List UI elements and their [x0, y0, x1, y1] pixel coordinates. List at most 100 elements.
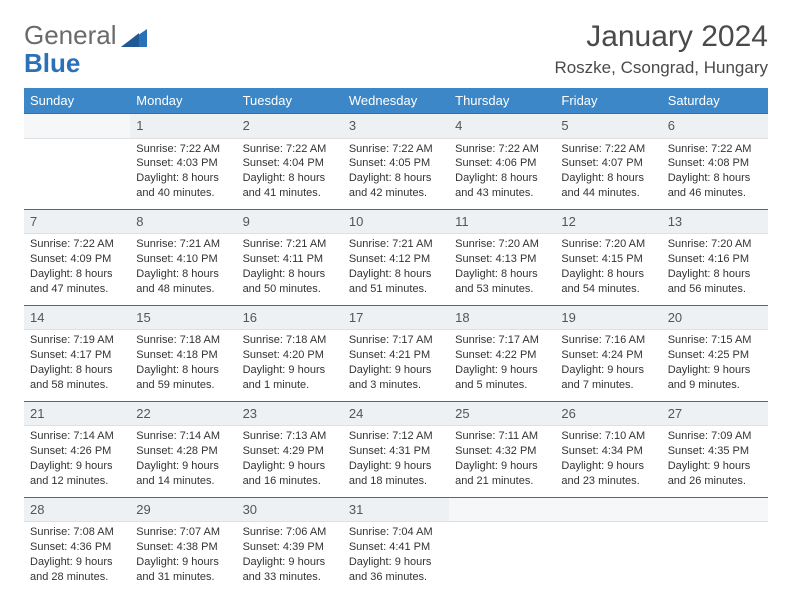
day-info-line: Sunset: 4:05 PM [349, 156, 443, 171]
day-number: 5 [555, 113, 661, 139]
day-info-line: Daylight: 8 hours [349, 171, 443, 186]
day-number: 16 [237, 305, 343, 331]
day-info-line: and 12 minutes. [30, 474, 124, 489]
day-info-line: Sunset: 4:22 PM [455, 348, 549, 363]
day-info-line: Sunset: 4:28 PM [136, 444, 230, 459]
logo: General [24, 20, 149, 51]
calendar-day-cell: 18Sunrise: 7:17 AMSunset: 4:22 PMDayligh… [449, 305, 555, 401]
day-info-line: Daylight: 8 hours [136, 363, 230, 378]
weekday-header: Monday [130, 88, 236, 113]
day-info-line: Daylight: 8 hours [243, 267, 337, 282]
day-number: 13 [662, 209, 768, 235]
calendar-day-cell: 29Sunrise: 7:07 AMSunset: 4:38 PMDayligh… [130, 497, 236, 593]
day-info-line: Daylight: 9 hours [561, 363, 655, 378]
day-info-line: and 31 minutes. [136, 570, 230, 585]
day-info-line: Sunrise: 7:18 AM [136, 333, 230, 348]
day-info-line: Sunset: 4:34 PM [561, 444, 655, 459]
day-number: 25 [449, 401, 555, 427]
day-number: 1 [130, 113, 236, 139]
day-info-line: Sunset: 4:41 PM [349, 540, 443, 555]
day-info-line: Sunrise: 7:22 AM [136, 142, 230, 157]
calendar-table: SundayMondayTuesdayWednesdayThursdayFrid… [24, 88, 768, 593]
day-info-line: Sunset: 4:20 PM [243, 348, 337, 363]
day-info-line: Sunrise: 7:22 AM [30, 237, 124, 252]
calendar-day-cell: 26Sunrise: 7:10 AMSunset: 4:34 PMDayligh… [555, 401, 661, 497]
day-info-line: Sunset: 4:17 PM [30, 348, 124, 363]
day-info-line: and 58 minutes. [30, 378, 124, 393]
day-info-line: Sunrise: 7:09 AM [668, 429, 762, 444]
day-info-line: and 9 minutes. [668, 378, 762, 393]
day-info-line: Sunset: 4:03 PM [136, 156, 230, 171]
calendar-week-row: 28Sunrise: 7:08 AMSunset: 4:36 PMDayligh… [24, 497, 768, 593]
day-info-line: Daylight: 8 hours [561, 267, 655, 282]
calendar-day-cell: 19Sunrise: 7:16 AMSunset: 4:24 PMDayligh… [555, 305, 661, 401]
calendar-day-cell: 16 Sunrise: 7:18 AMSunset: 4:20 PMDayligh… [237, 305, 343, 401]
day-info-line: Daylight: 8 hours [136, 267, 230, 282]
day-info-line: Sunset: 4:24 PM [561, 348, 655, 363]
calendar-day-cell [449, 497, 555, 593]
calendar-day-cell: 27Sunrise: 7:09 AMSunset: 4:35 PMDayligh… [662, 401, 768, 497]
day-info-line: Daylight: 9 hours [243, 459, 337, 474]
calendar-day-cell: 11Sunrise: 7:20 AMSunset: 4:13 PMDayligh… [449, 209, 555, 305]
day-info-line: and 28 minutes. [30, 570, 124, 585]
weekday-header: Wednesday [343, 88, 449, 113]
day-info-line: Sunrise: 7:21 AM [136, 237, 230, 252]
day-info-line: Sunset: 4:15 PM [561, 252, 655, 267]
day-number: 9 [237, 209, 343, 235]
day-info-line: and 48 minutes. [136, 282, 230, 297]
calendar-day-cell: 5Sunrise: 7:22 AMSunset: 4:07 PMDaylight… [555, 113, 661, 209]
day-info-line: Sunrise: 7:14 AM [30, 429, 124, 444]
day-info-line: Sunset: 4:16 PM [668, 252, 762, 267]
day-info-line: Sunset: 4:31 PM [349, 444, 443, 459]
day-number: 26 [555, 401, 661, 427]
day-info-line: Daylight: 9 hours [668, 459, 762, 474]
day-info-line: Sunrise: 7:13 AM [243, 429, 337, 444]
calendar-day-cell [555, 497, 661, 593]
day-info-line: Sunset: 4:39 PM [243, 540, 337, 555]
calendar-week-row: 21Sunrise: 7:14 AMSunset: 4:26 PMDayligh… [24, 401, 768, 497]
day-info-line: Daylight: 8 hours [455, 171, 549, 186]
calendar-day-cell: 10Sunrise: 7:21 AMSunset: 4:12 PMDayligh… [343, 209, 449, 305]
weekday-row: SundayMondayTuesdayWednesdayThursdayFrid… [24, 88, 768, 113]
calendar-day-cell: 14Sunrise: 7:19 AMSunset: 4:17 PMDayligh… [24, 305, 130, 401]
calendar-day-cell: 3Sunrise: 7:22 AMSunset: 4:05 PMDaylight… [343, 113, 449, 209]
day-info-line: Daylight: 9 hours [30, 555, 124, 570]
day-info-line: and 50 minutes. [243, 282, 337, 297]
day-info-line: Sunrise: 7:15 AM [668, 333, 762, 348]
day-number: 3 [343, 113, 449, 139]
day-info-line: Sunrise: 7:20 AM [561, 237, 655, 252]
day-number: 21 [24, 401, 130, 427]
day-info-line: and 54 minutes. [561, 282, 655, 297]
weekday-header: Tuesday [237, 88, 343, 113]
day-info-line: Daylight: 8 hours [668, 267, 762, 282]
day-info-line: Sunrise: 7:11 AM [455, 429, 549, 444]
day-info-line: Daylight: 9 hours [243, 363, 337, 378]
calendar-day-cell: 23Sunrise: 7:13 AMSunset: 4:29 PMDayligh… [237, 401, 343, 497]
weekday-header: Friday [555, 88, 661, 113]
day-number: 30 [237, 497, 343, 523]
calendar-day-cell: 30Sunrise: 7:06 AMSunset: 4:39 PMDayligh… [237, 497, 343, 593]
day-info-line: Sunrise: 7:22 AM [668, 142, 762, 157]
day-info-line: Sunset: 4:11 PM [243, 252, 337, 267]
day-info-line: and 33 minutes. [243, 570, 337, 585]
day-info-line: Sunset: 4:06 PM [455, 156, 549, 171]
day-info-line: Daylight: 8 hours [561, 171, 655, 186]
day-info-line: and 42 minutes. [349, 186, 443, 201]
day-info-line: Sunrise: 7:12 AM [349, 429, 443, 444]
calendar-day-cell: 4Sunrise: 7:22 AMSunset: 4:06 PMDaylight… [449, 113, 555, 209]
day-info-line: Daylight: 9 hours [30, 459, 124, 474]
day-info-line: Daylight: 8 hours [136, 171, 230, 186]
day-info-line: Daylight: 9 hours [561, 459, 655, 474]
day-info-line: Sunrise: 7:18 AM [243, 333, 337, 348]
day-info-line: Daylight: 9 hours [668, 363, 762, 378]
day-number: 7 [24, 209, 130, 235]
day-number: 28 [24, 497, 130, 523]
calendar-day-cell [24, 113, 130, 209]
calendar-day-cell: 2Sunrise: 7:22 AMSunset: 4:04 PMDaylight… [237, 113, 343, 209]
calendar-week-row: 1Sunrise: 7:22 AMSunset: 4:03 PMDaylight… [24, 113, 768, 209]
day-info-line: and 16 minutes. [243, 474, 337, 489]
day-info-line: Sunrise: 7:21 AM [349, 237, 443, 252]
day-number: 29 [130, 497, 236, 523]
day-info-line: Sunrise: 7:22 AM [455, 142, 549, 157]
day-info-line: Sunset: 4:29 PM [243, 444, 337, 459]
